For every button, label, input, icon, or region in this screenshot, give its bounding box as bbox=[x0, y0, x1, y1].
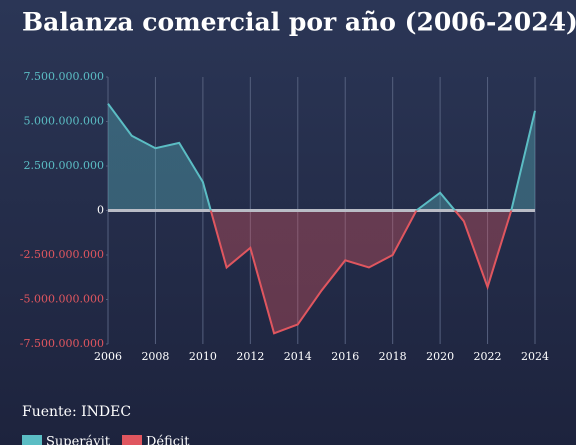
x-tick-label: 2012 bbox=[236, 350, 264, 363]
x-tick-label: 2006 bbox=[94, 350, 122, 363]
y-tick-label: -5.000.000.000 bbox=[20, 293, 104, 306]
legend-swatch bbox=[122, 435, 142, 445]
line bbox=[107, 103, 536, 335]
x-tick-label: 2024 bbox=[521, 350, 549, 363]
legend-label: Déficit bbox=[146, 435, 190, 445]
x-tick-label: 2010 bbox=[189, 350, 217, 363]
x-tick-label: 2014 bbox=[284, 350, 312, 363]
legend-label: Superávit bbox=[46, 435, 111, 445]
y-tick-label: 0 bbox=[97, 204, 104, 217]
x-tick-label: 2016 bbox=[331, 350, 359, 363]
x-tick-label: 2018 bbox=[379, 350, 407, 363]
source: Fuente: INDEC bbox=[22, 404, 131, 420]
y-tick-label: -7.500.000.000 bbox=[20, 337, 104, 350]
legend-swatch bbox=[22, 435, 42, 445]
x-tick-label: 2020 bbox=[426, 350, 454, 363]
chart-title: Balanza comercial por año (2006-2024) bbox=[22, 8, 576, 37]
x-tick-label: 2022 bbox=[474, 350, 502, 363]
y-tick-label: 5.000.000.000 bbox=[24, 115, 104, 128]
y-tick-label: -2.500.000.000 bbox=[20, 248, 104, 261]
y-tick-label: 7.500.000.000 bbox=[24, 70, 104, 83]
x-tick-label: 2008 bbox=[141, 350, 169, 363]
y-tick-label: 2.500.000.000 bbox=[24, 159, 104, 172]
area bbox=[108, 103, 535, 334]
